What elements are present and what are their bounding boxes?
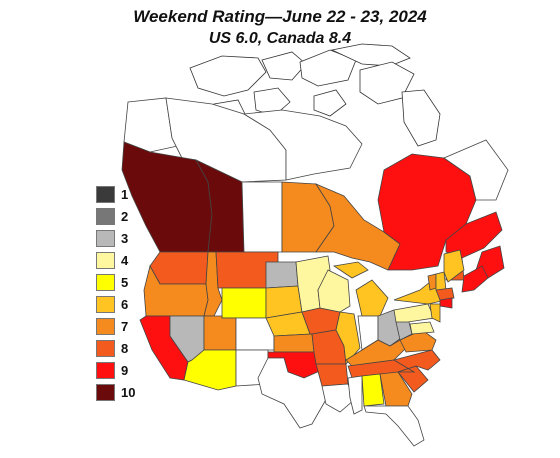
region-connecticut [439, 297, 453, 309]
legend-label: 6 [121, 296, 129, 312]
legend-swatch [96, 207, 115, 225]
map-title: Weekend Rating—June 22 - 23, 2024 [133, 7, 427, 26]
region-nova-scotia [461, 265, 489, 293]
legend-label: 8 [121, 340, 129, 356]
legend-swatch [96, 229, 115, 247]
region-kansas [273, 333, 315, 353]
region-michigan [332, 261, 369, 279]
region-wyoming [221, 287, 267, 319]
region-utah [203, 315, 237, 351]
legend-swatch [96, 383, 115, 401]
region-illinois [335, 311, 361, 365]
rating-legend: 1 2 3 4 5 6 7 8 9 10 [96, 183, 135, 403]
legend-item-8: 8 [96, 337, 135, 359]
region-washington [149, 251, 209, 285]
legend-item-1: 1 [96, 183, 135, 205]
region-massachusetts [435, 287, 455, 301]
legend-label: 5 [121, 274, 129, 290]
region-pennsylvania [393, 303, 435, 323]
region-new-hampshire [435, 271, 447, 291]
legend-label: 4 [121, 252, 129, 268]
region-new-jersey [429, 303, 441, 323]
us-regions [139, 249, 465, 447]
region-arkansas [315, 363, 349, 387]
legend-label: 1 [121, 186, 129, 202]
region-florida [363, 405, 425, 447]
region-north-dakota [265, 261, 299, 289]
region-louisiana [321, 383, 355, 413]
region-georgia [379, 371, 413, 407]
legend-item-7: 7 [96, 315, 135, 337]
region-texas [257, 357, 329, 429]
legend-swatch [96, 185, 115, 203]
legend-item-6: 6 [96, 293, 135, 315]
legend-label: 7 [121, 318, 129, 334]
legend-item-2: 2 [96, 205, 135, 227]
region-alabama [361, 373, 385, 407]
region-michigan [355, 279, 389, 317]
region-ontario [314, 183, 401, 271]
legend-swatch [96, 273, 115, 291]
legend-item-9: 9 [96, 359, 135, 381]
legend-item-3: 3 [96, 227, 135, 249]
legend-swatch [96, 339, 115, 357]
legend-item-5: 5 [96, 271, 135, 293]
legend-label: 9 [121, 362, 129, 378]
map-header: Weekend Rating—June 22 - 23, 2024 US 6.0… [0, 6, 560, 49]
legend-label: 3 [121, 230, 129, 246]
legend-swatch [96, 251, 115, 269]
region-quebec [445, 211, 503, 259]
region-north-carolina [392, 349, 441, 373]
region-maryland [409, 321, 435, 335]
legend-swatch [96, 317, 115, 335]
region-maine [443, 249, 465, 283]
region-newfoundland-labrador [443, 139, 509, 201]
legend-item-10: 10 [96, 381, 135, 403]
legend-swatch [96, 295, 115, 313]
region-nunavut [242, 109, 363, 181]
legend-item-4: 4 [96, 249, 135, 271]
region-mississippi [347, 375, 363, 415]
region-saskatchewan [241, 181, 283, 253]
legend-label: 2 [121, 208, 129, 224]
canada-regions [121, 97, 509, 293]
legend-label: 10 [121, 384, 136, 400]
map-subtitle: US 6.0, Canada 8.4 [208, 30, 352, 47]
legend-swatch [96, 361, 115, 379]
region-arizona [183, 349, 237, 391]
